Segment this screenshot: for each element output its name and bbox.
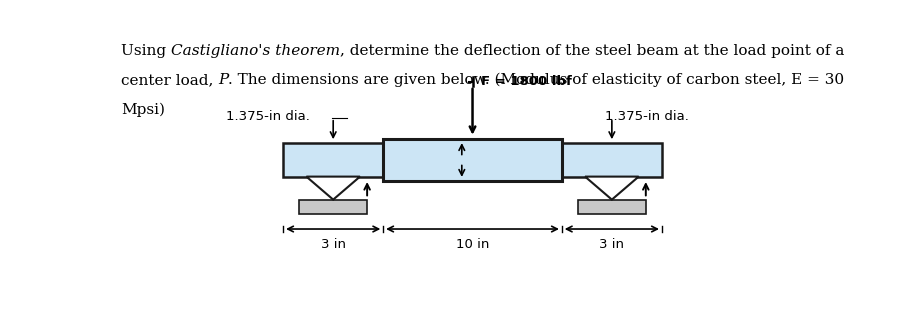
Bar xyxy=(283,143,384,177)
Text: 3 in: 3 in xyxy=(599,238,624,251)
Text: F = 1800 lbf: F = 1800 lbf xyxy=(481,75,572,88)
Text: 1.375-in dia.: 1.375-in dia. xyxy=(226,110,310,123)
Text: , determine the deflection of the steel beam at the load point of a: , determine the deflection of the steel … xyxy=(340,44,845,58)
Bar xyxy=(300,200,367,214)
Text: Castigliano's theorem: Castigliano's theorem xyxy=(171,44,340,58)
Text: Mpsi): Mpsi) xyxy=(121,103,165,117)
Text: center load,: center load, xyxy=(121,73,219,87)
Text: 1.75-in dia.: 1.75-in dia. xyxy=(467,153,543,166)
Text: 10 in: 10 in xyxy=(455,238,490,251)
Polygon shape xyxy=(306,177,360,200)
Bar xyxy=(561,143,662,177)
Text: . The dimensions are given below. (Modulus of elasticity of carbon steel, E = 30: . The dimensions are given below. (Modul… xyxy=(229,73,845,87)
Text: Using: Using xyxy=(121,44,171,58)
Bar xyxy=(578,200,645,214)
Bar xyxy=(384,139,561,181)
Polygon shape xyxy=(585,177,639,200)
Text: 1.375-in dia.: 1.375-in dia. xyxy=(605,110,689,123)
Text: P: P xyxy=(219,73,229,87)
Text: 3 in: 3 in xyxy=(321,238,346,251)
